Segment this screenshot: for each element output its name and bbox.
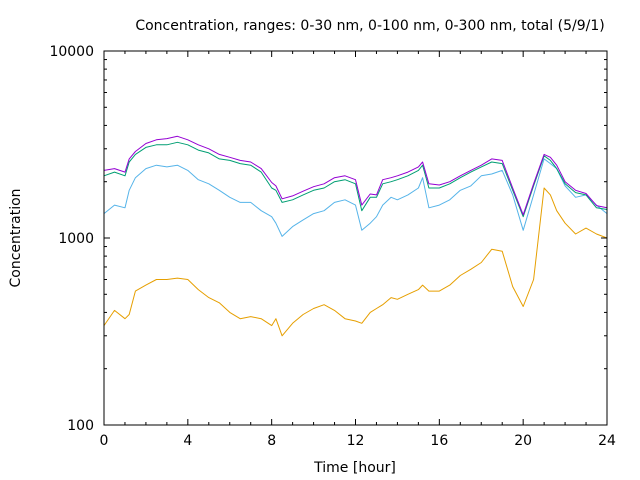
y-tick-label: 10000: [49, 44, 94, 60]
ticks-layer: [103, 50, 608, 426]
x-tick-label: 0: [100, 433, 109, 449]
chart-title: Concentration, ranges: 0-30 nm, 0-100 nm…: [135, 18, 604, 34]
series-line-total: [103, 135, 608, 216]
series-layer: [103, 135, 608, 337]
x-tick-label: 20: [514, 433, 532, 449]
x-tick-label: 8: [267, 433, 276, 449]
y-tick-labels: 100 1000 10000: [49, 44, 94, 434]
series-line-0-300-nm: [103, 141, 608, 218]
x-tick-label: 4: [183, 433, 192, 449]
x-tick-labels: 0 4 8 12 16 20 24: [100, 433, 616, 449]
plot-frame: [103, 50, 608, 426]
x-tick-label: 24: [598, 433, 616, 449]
y-axis-label: Concentration: [8, 188, 24, 287]
y-tick-label: 100: [67, 418, 94, 434]
x-axis-label: Time [hour]: [313, 460, 396, 476]
y-tick-label: 1000: [58, 231, 94, 247]
x-tick-label: 16: [430, 433, 448, 449]
x-tick-label: 12: [347, 433, 365, 449]
series-line-0-100-nm: [103, 158, 608, 237]
series-line-0-30-nm: [103, 187, 608, 337]
